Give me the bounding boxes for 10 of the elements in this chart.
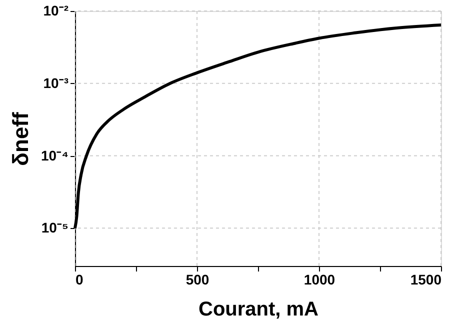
y-tick-label: 10⁻² bbox=[43, 2, 69, 18]
x-tick-label: 1500 bbox=[410, 272, 442, 288]
x-tick-label: 1000 bbox=[304, 272, 336, 288]
y-axis-title: δneff bbox=[8, 111, 34, 166]
y-tick-label: 10⁻⁴ bbox=[41, 147, 69, 164]
y-tick-label: 10⁻³ bbox=[43, 74, 69, 91]
x-axis-title: Courant, mA bbox=[198, 298, 318, 320]
x-tick-label: 0 bbox=[76, 272, 84, 288]
x-tick-label: 500 bbox=[186, 272, 210, 288]
y-tick-label: 10⁻⁵ bbox=[41, 220, 68, 236]
